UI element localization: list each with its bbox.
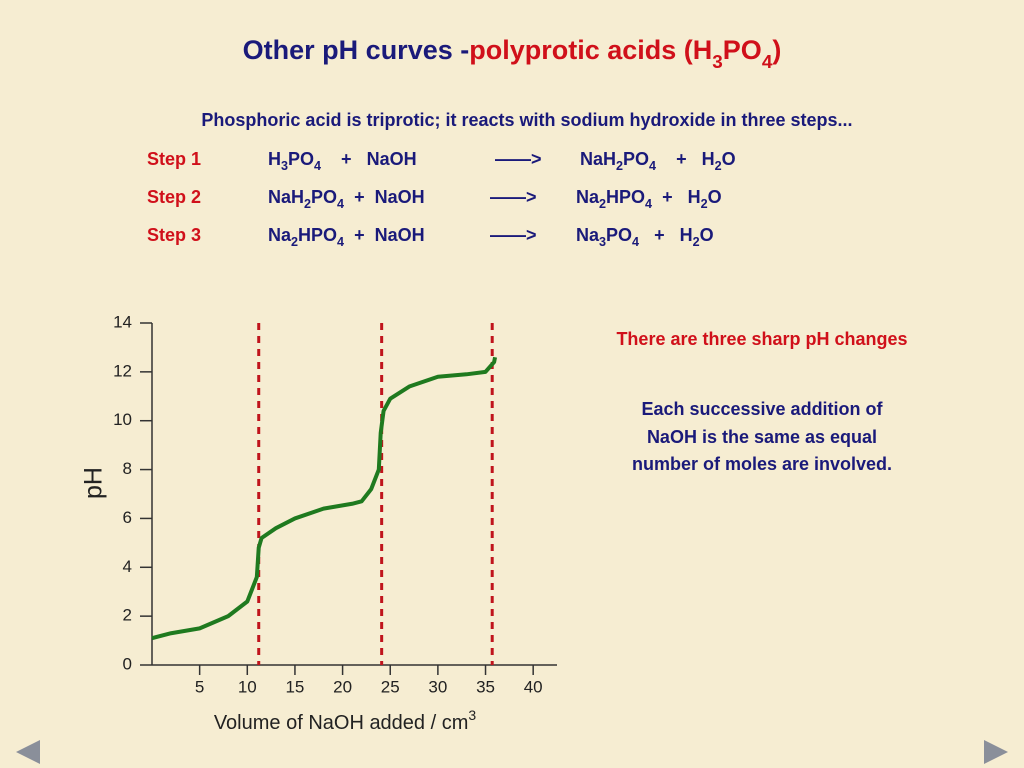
note-line: NaOH is the same as equal	[647, 427, 877, 447]
y-tick-label: 4	[123, 557, 132, 576]
y-tick-label: 14	[113, 312, 132, 331]
arrow: ——>	[490, 225, 537, 245]
next-slide-button[interactable]	[984, 740, 1008, 764]
slide-title-formula: polyprotic acids (H3PO4)	[469, 35, 781, 72]
slide-title: Other pH curves -	[243, 35, 470, 65]
x-tick-label: 25	[381, 677, 400, 696]
products: Na3PO4 + H2O	[576, 225, 714, 250]
x-tick-label: 40	[524, 677, 543, 696]
x-tick-label: 20	[333, 677, 352, 696]
y-tick-label: 8	[123, 459, 132, 478]
prev-slide-button[interactable]	[16, 740, 40, 764]
x-tick-label: 15	[285, 677, 304, 696]
ph-curve	[151, 356, 498, 641]
y-tick-label: 0	[123, 654, 132, 673]
step-label: Step 2	[147, 187, 201, 207]
step-label: Step 3	[147, 225, 201, 245]
arrow: ——>	[495, 149, 542, 169]
reactants: H3PO4 + NaOH	[268, 149, 417, 174]
y-tick-label: 12	[113, 361, 132, 380]
x-tick-label: 10	[238, 677, 257, 696]
intro: Phosphoric acid is triprotic; it reacts …	[201, 110, 852, 130]
products: NaH2PO4 + H2O	[580, 149, 736, 174]
reactants: NaH2PO4 + NaOH	[268, 187, 425, 212]
x-tick-label: 30	[428, 677, 447, 696]
step-label: Step 1	[147, 149, 201, 169]
y-tick-label: 6	[123, 508, 132, 527]
arrow: ——>	[490, 187, 537, 207]
reactants: Na2HPO4 + NaOH	[268, 225, 425, 250]
y-tick-label: 10	[113, 410, 132, 429]
x-tick-label: 5	[195, 677, 204, 696]
note-line: number of moles are involved.	[632, 454, 892, 474]
products: Na2HPO4 + H2O	[576, 187, 722, 212]
x-tick-label: 35	[476, 677, 495, 696]
note-line: Each successive addition of	[641, 399, 883, 419]
y-tick-label: 2	[123, 606, 132, 625]
y-axis-label: pH	[80, 467, 108, 499]
x-axis-label: Volume of NaOH added / cm3	[214, 707, 477, 735]
note: There are three sharp pH changes	[616, 329, 907, 349]
